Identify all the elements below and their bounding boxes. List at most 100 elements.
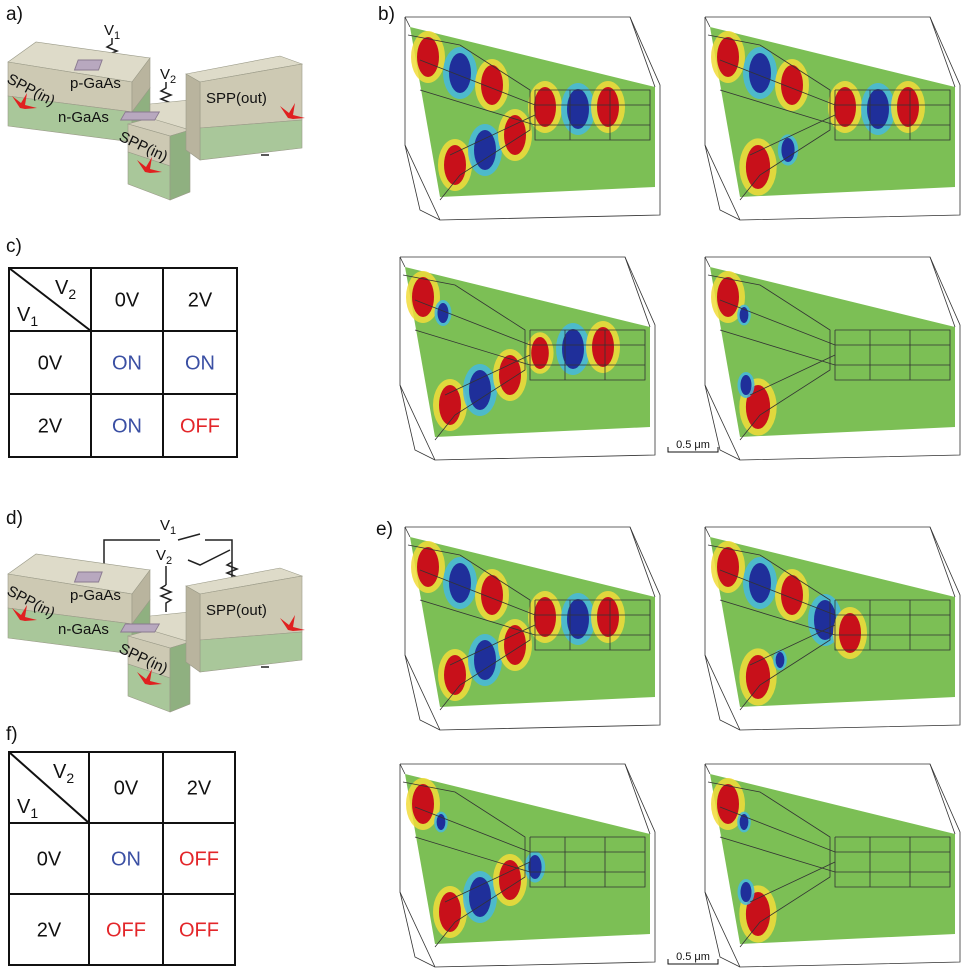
field-lobe <box>834 87 856 127</box>
table-cell: OFF <box>179 849 219 871</box>
spp-label: SPP(out) <box>206 602 267 619</box>
panel-label: f) <box>6 724 18 745</box>
group <box>405 527 660 730</box>
contact-pad <box>121 624 160 632</box>
wireframe <box>930 17 955 87</box>
column-header: 0V <box>115 290 140 312</box>
spp-label: SPP(out) <box>206 90 267 107</box>
variable-label: V2 <box>55 277 76 302</box>
contact-pad <box>75 60 103 70</box>
field-lobe <box>444 655 466 695</box>
group <box>405 17 660 220</box>
voltage-symbol: V <box>160 517 170 534</box>
field-lobe <box>534 597 556 637</box>
group <box>705 17 960 220</box>
side-face <box>186 74 200 160</box>
table-cell: OFF <box>106 920 146 942</box>
field-lobe <box>534 87 556 127</box>
voltage-label: V1 <box>160 517 176 537</box>
table-cell: ON <box>111 849 141 871</box>
contact-pad <box>121 112 160 120</box>
row-header: 2V <box>37 920 62 942</box>
voltage-symbol: V <box>156 547 166 564</box>
wireframe <box>930 527 955 597</box>
variable-subscript: 2 <box>66 770 74 786</box>
table-cell: OFF <box>180 416 220 438</box>
field-lobe <box>597 597 619 637</box>
group: SPP(in)p-GaAsn-GaAsSPP(in)SPP(out) <box>4 42 305 200</box>
voltage-label: V2 <box>156 547 172 567</box>
wireframe <box>400 257 405 267</box>
table-cell: ON <box>112 416 142 438</box>
scale-bar-label: 0.5 μm <box>676 951 710 963</box>
wireframe <box>930 764 955 834</box>
side-face <box>186 586 200 672</box>
field-lobe <box>592 327 614 367</box>
field-lobe <box>717 547 739 587</box>
table-cell: ON <box>185 353 215 375</box>
field-lobe <box>439 385 461 425</box>
panel-label: c) <box>6 236 22 257</box>
voltage-label: V2 <box>160 66 176 86</box>
panel-label: e) <box>376 519 393 540</box>
voltage-subscript: 2 <box>170 74 176 86</box>
group <box>400 257 655 460</box>
field-lobe <box>781 138 794 162</box>
variable-symbol: V <box>55 277 69 299</box>
voltage-subscript: 2 <box>166 555 172 567</box>
contact-pad <box>75 572 103 582</box>
variable-label: V2 <box>53 761 74 786</box>
wireframe <box>705 527 710 537</box>
field-lobe <box>439 892 461 932</box>
field-lobe <box>412 784 434 824</box>
field-lobe <box>741 882 752 902</box>
field-lobe <box>897 87 919 127</box>
field-lobe <box>717 37 739 77</box>
field-lobe <box>717 277 739 317</box>
wireframe <box>930 257 955 327</box>
scale-bar-label: 0.5 μm <box>676 439 710 451</box>
layer-label: n-GaAs <box>58 109 109 126</box>
group: V2V10V2V0VONOFF2VOFFOFF <box>9 752 235 965</box>
column-header: 2V <box>187 778 212 800</box>
field-lobe <box>717 784 739 824</box>
variable-subscript: 1 <box>30 805 38 821</box>
column-header: 2V <box>188 290 213 312</box>
wireframe <box>405 17 410 27</box>
field-lobe <box>597 87 619 127</box>
wireframe <box>705 17 710 27</box>
wireframe <box>705 257 710 267</box>
group <box>400 764 655 967</box>
layer-label: p-GaAs <box>70 75 121 92</box>
wireframe <box>705 764 710 774</box>
voltage-symbol: V <box>160 66 170 83</box>
voltage-subscript: 1 <box>114 30 120 42</box>
field-lobe <box>839 613 861 653</box>
figure: a) b) c) d) e) f) V1 V2 V1 V2 SPP(in)p-G… <box>0 0 962 969</box>
variable-subscript: 2 <box>68 286 76 302</box>
row-header: 0V <box>38 353 63 375</box>
wireframe <box>405 527 410 537</box>
row-header: 0V <box>37 849 62 871</box>
layer-label: n-GaAs <box>58 621 109 638</box>
variable-subscript: 1 <box>30 313 38 329</box>
variable-label: V1 <box>17 796 38 821</box>
field-lobe <box>417 37 439 77</box>
field-lobe <box>444 145 466 185</box>
voltage-symbol: V <box>104 22 114 39</box>
field-lobe <box>412 277 434 317</box>
table-cell: OFF <box>179 920 219 942</box>
row-header: 2V <box>38 416 63 438</box>
wireframe <box>625 257 650 327</box>
field-lobe <box>437 814 446 830</box>
panel-label: d) <box>6 508 23 529</box>
panel-label: b) <box>378 4 395 25</box>
wireframe <box>625 764 650 834</box>
field-lobe <box>531 337 549 369</box>
wireframe <box>400 764 405 774</box>
variable-label: V1 <box>17 304 38 329</box>
group <box>705 527 960 730</box>
group <box>705 764 960 967</box>
